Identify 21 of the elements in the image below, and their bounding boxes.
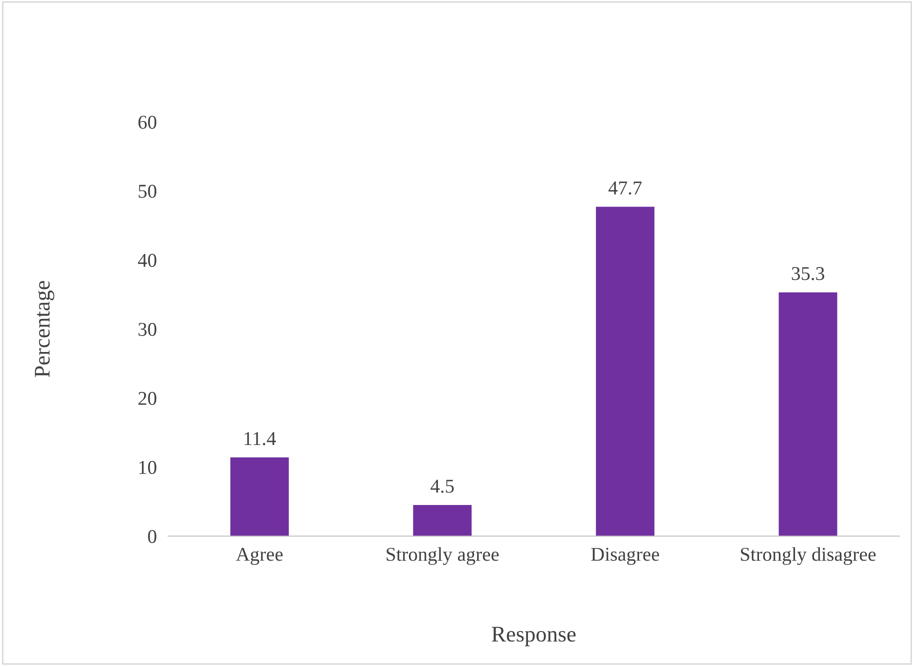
y-tick-label: 0	[148, 530, 156, 544]
y-tick-label: 20	[138, 392, 156, 405]
x-tick-label: Agree	[236, 548, 283, 565]
y-tick-label: 60	[138, 116, 156, 129]
data-label: 47.7	[608, 182, 642, 195]
x-tick-label: Strongly agree	[386, 547, 499, 565]
x-axis-title: Response	[492, 626, 576, 646]
bar	[778, 292, 838, 536]
y-tick-label: 40	[138, 254, 156, 267]
x-tick-label: Disagree	[591, 548, 660, 565]
y-tick-label: 30	[138, 322, 156, 336]
bar	[230, 457, 289, 536]
x-tick-label: Strongly disagree	[740, 547, 876, 565]
y-axis-title: Percentage	[34, 281, 54, 378]
data-label: 4.5	[430, 480, 454, 493]
bar	[596, 206, 654, 536]
data-label: 11.4	[244, 432, 276, 446]
data-label: 35.3	[792, 267, 824, 280]
y-tick-label: 10	[139, 460, 156, 474]
y-tick-label: 50	[138, 184, 156, 198]
bar	[413, 505, 472, 536]
